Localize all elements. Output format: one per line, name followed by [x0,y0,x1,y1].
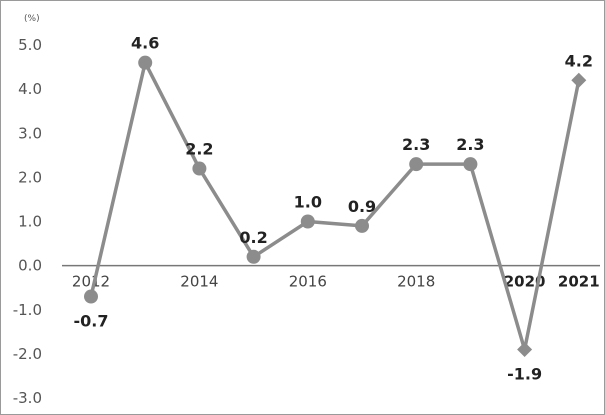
y-unit-label: (%) [24,14,40,24]
circle-marker [138,55,153,70]
diamond-marker [517,341,533,357]
y-tick-label: -1.0 [13,301,42,319]
data-label: 1.0 [294,193,322,212]
y-tick-label: 0.0 [18,257,42,275]
data-label: -0.7 [74,312,109,331]
circle-marker [300,214,315,229]
data-label: 2.3 [402,135,430,154]
circle-marker [84,289,98,304]
series-line-segment [197,166,256,259]
data-label: 0.2 [239,228,267,247]
data-label: 4.6 [131,34,159,53]
x-tick-label: 2012 [72,273,110,291]
circle-marker [355,218,369,233]
series-line-segment [306,219,364,228]
y-tick-label: 4.0 [18,80,42,98]
y-tick-label: -2.0 [13,345,42,363]
data-markers [84,55,587,357]
series-line-segment [251,219,310,259]
data-label: 0.9 [348,197,376,216]
series-line-segment [522,78,581,352]
y-tick-label: 2.0 [18,168,42,186]
y-tick-label: 5.0 [18,36,42,54]
diamond-marker [571,72,587,88]
data-label: 2.3 [456,135,484,154]
series-line-segment [143,60,202,171]
data-label: -1.9 [507,364,542,383]
y-tick-label: -3.0 [13,389,42,407]
circle-marker [192,161,207,176]
x-tick-label: 2020 [504,273,546,291]
y-tick-label: 1.0 [18,213,42,231]
x-tick-label: 2021 [558,273,600,291]
x-tick-label: 2014 [180,273,218,291]
circle-marker [246,249,261,264]
series-line-segment [89,60,147,299]
x-tick-label: 2018 [397,273,435,291]
data-label: 2.2 [185,140,213,159]
series-line-segment [468,162,527,352]
y-axis-ticks: 5.0 4.0 3.0 2.0 1.0 0.0 -1.0 -2.0 -3.0 [13,36,42,407]
x-axis-ticks: 2012 2014 2016 2018 2020 2021 [72,273,600,291]
series-line-segment [360,162,418,228]
data-label: 4.2 [565,51,593,70]
data-labels: -0.7 4.6 2.2 0.2 1.0 0.9 2.3 2.3 -1.9 4.2 [74,34,593,384]
series-line-group [89,60,581,352]
y-tick-label: 3.0 [18,124,42,142]
circle-marker [463,157,478,172]
x-tick-label: 2016 [289,273,327,291]
circle-marker [409,157,424,172]
